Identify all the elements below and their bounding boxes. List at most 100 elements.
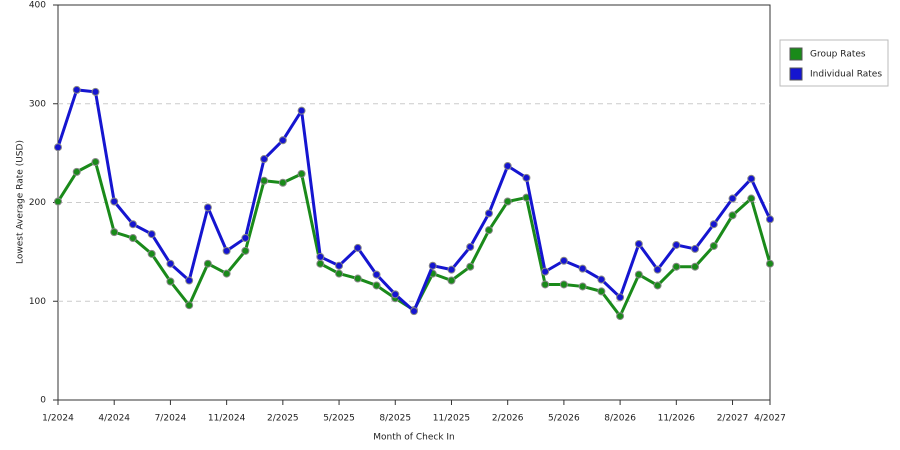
point xyxy=(353,243,362,252)
point xyxy=(110,197,119,206)
point xyxy=(185,301,194,310)
point xyxy=(335,269,344,278)
point xyxy=(484,209,493,218)
point xyxy=(203,259,212,268)
x-tick-label: 2/2026 xyxy=(492,414,524,424)
point xyxy=(466,262,475,271)
x-tick-label: 4/2027 xyxy=(754,414,786,424)
legend-label: Group Rates xyxy=(810,50,866,60)
point xyxy=(128,220,137,229)
point xyxy=(653,281,662,290)
point xyxy=(428,261,437,270)
point xyxy=(222,246,231,255)
x-tick-label: 2/2027 xyxy=(717,414,749,424)
point xyxy=(597,275,606,284)
point xyxy=(372,281,381,290)
point xyxy=(72,85,81,94)
legend-swatch xyxy=(789,47,803,61)
point xyxy=(203,203,212,212)
point xyxy=(166,259,175,268)
point xyxy=(616,293,625,302)
point xyxy=(335,261,344,270)
point xyxy=(578,282,587,291)
legend-label: Individual Rates xyxy=(810,70,882,80)
point xyxy=(185,276,194,285)
point xyxy=(503,197,512,206)
point xyxy=(297,106,306,115)
point xyxy=(278,178,287,187)
point xyxy=(484,226,493,235)
point xyxy=(766,215,774,224)
point xyxy=(597,287,606,296)
point xyxy=(634,270,643,279)
y-tick-label: 0 xyxy=(40,396,46,406)
point xyxy=(222,269,231,278)
point xyxy=(147,230,156,239)
point xyxy=(54,197,62,206)
point xyxy=(766,259,774,268)
point xyxy=(672,240,681,249)
x-tick-label: 5/2026 xyxy=(548,414,580,424)
point xyxy=(297,169,306,178)
point xyxy=(260,176,269,185)
point xyxy=(91,87,100,96)
point xyxy=(672,262,681,271)
y-tick-label: 400 xyxy=(29,1,46,11)
point xyxy=(241,234,250,243)
point xyxy=(447,276,456,285)
point xyxy=(541,267,550,276)
point xyxy=(616,312,625,321)
x-tick-label: 1/2024 xyxy=(42,414,74,424)
point xyxy=(260,155,269,164)
legend-swatch xyxy=(789,67,803,81)
point xyxy=(166,277,175,286)
point xyxy=(728,194,737,203)
point xyxy=(541,280,550,289)
point xyxy=(391,290,400,299)
x-axis-title: Month of Check In xyxy=(373,433,455,443)
point xyxy=(353,274,362,283)
point xyxy=(503,161,512,170)
point xyxy=(316,252,325,261)
point xyxy=(91,158,100,167)
point xyxy=(72,167,81,176)
point xyxy=(709,220,718,229)
x-tick-label: 11/2024 xyxy=(208,414,246,424)
x-tick-label: 8/2026 xyxy=(604,414,636,424)
point xyxy=(559,280,568,289)
point xyxy=(372,270,381,279)
point xyxy=(110,228,119,237)
series-line xyxy=(56,160,772,318)
point xyxy=(691,244,700,253)
point xyxy=(634,239,643,248)
point xyxy=(747,194,756,203)
point xyxy=(278,136,287,145)
point xyxy=(747,174,756,183)
point xyxy=(653,265,662,274)
x-tick-label: 5/2025 xyxy=(323,414,355,424)
y-tick-label: 300 xyxy=(29,99,46,109)
x-tick-label: 2/2025 xyxy=(267,414,299,424)
point xyxy=(241,246,250,255)
point xyxy=(447,265,456,274)
point xyxy=(728,211,737,220)
x-tick-label: 8/2025 xyxy=(379,414,411,424)
y-tick-label: 200 xyxy=(29,198,46,208)
point xyxy=(54,143,62,152)
y-axis-title: Lowest Average Rate (USD) xyxy=(16,140,26,264)
point xyxy=(410,307,418,316)
point xyxy=(147,249,156,258)
point xyxy=(522,173,531,182)
point xyxy=(691,262,700,271)
point xyxy=(559,256,568,265)
x-tick-label: 11/2025 xyxy=(433,414,470,424)
point xyxy=(316,259,325,268)
point xyxy=(709,241,718,250)
x-tick-label: 11/2026 xyxy=(658,414,696,424)
x-tick-label: 4/2024 xyxy=(98,414,130,424)
y-tick-label: 100 xyxy=(29,297,46,307)
point xyxy=(578,264,587,273)
point xyxy=(128,234,137,243)
point xyxy=(466,242,475,251)
